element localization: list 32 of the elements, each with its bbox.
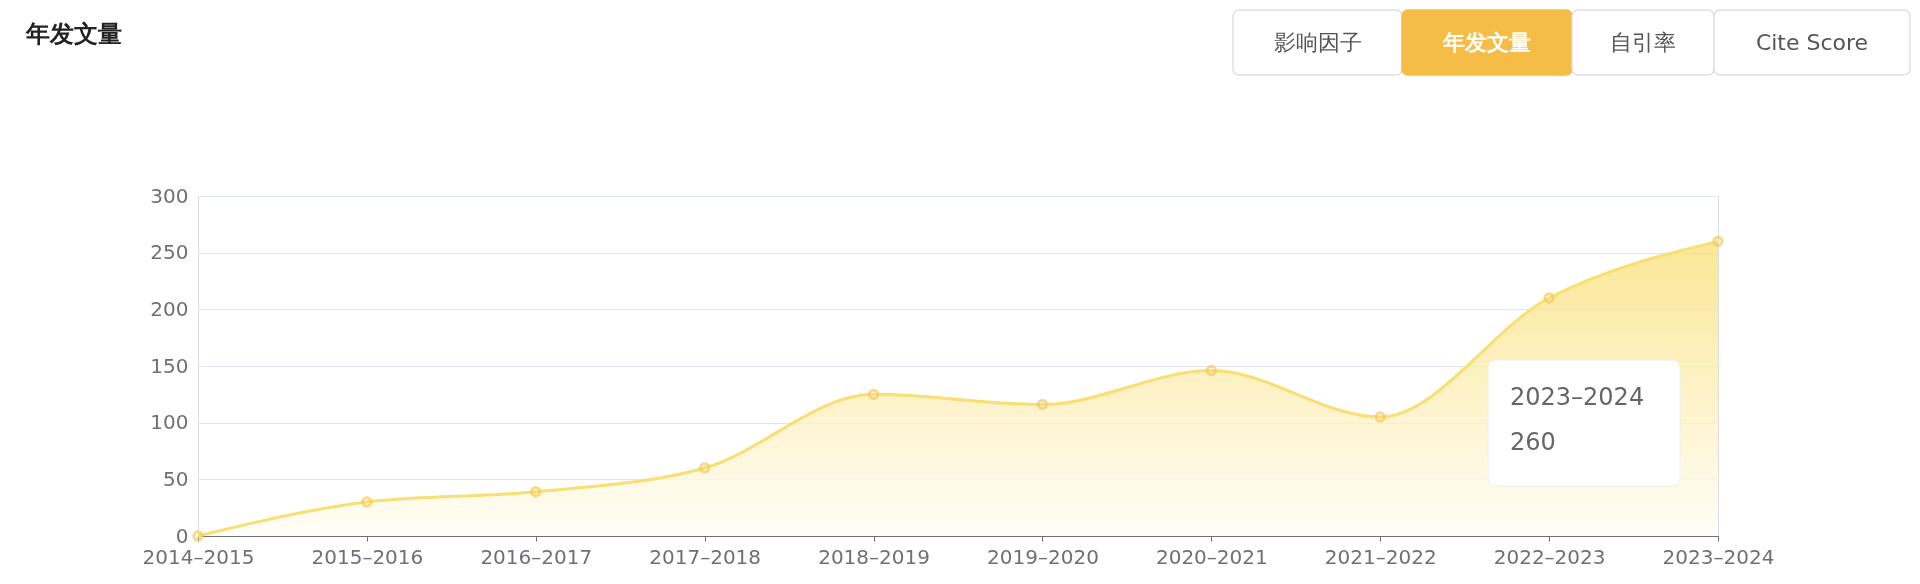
x-tick-label: 2017–2018: [649, 544, 762, 569]
x-tick-label: 2019–2020: [987, 544, 1099, 569]
x-tick-label: 2018–2019: [818, 544, 930, 569]
y-tick-label: 50: [163, 466, 189, 491]
x-tick-label: 2023–2024: [1662, 544, 1775, 569]
text: 年发文量: [1442, 30, 1531, 55]
point: [1205, 364, 1218, 377]
point: [1374, 411, 1386, 423]
point: [192, 530, 204, 542]
text: Cite Score: [1755, 30, 1869, 55]
point: [530, 486, 542, 498]
y-tick-label: 300: [150, 183, 189, 208]
y-tick-label: 150: [150, 353, 189, 378]
x-tick-label: 2020–2021: [1155, 544, 1268, 569]
x-tick-label: 2015–2016: [311, 544, 424, 569]
point: [698, 462, 711, 474]
y-tick-label: 250: [150, 240, 189, 265]
x-tick-label: 2022–2023: [1493, 544, 1606, 569]
x-tick-label: 2021–2022: [1324, 544, 1437, 569]
y-tick-label: 100: [150, 410, 189, 435]
point: [1036, 398, 1049, 411]
point: [1712, 235, 1724, 248]
text: 影响因子: [1273, 30, 1362, 55]
point: [867, 388, 880, 401]
y-tick-label: 200: [150, 296, 189, 321]
point: [1543, 292, 1555, 304]
annotation: 2023–2024: [1510, 383, 1645, 411]
x-tick-label: 2016–2017: [480, 544, 593, 569]
point: [361, 496, 373, 508]
annotation: 260: [1510, 428, 1556, 456]
text: 自引率: [1610, 30, 1676, 55]
chart-title: 年发文量: [25, 20, 122, 48]
